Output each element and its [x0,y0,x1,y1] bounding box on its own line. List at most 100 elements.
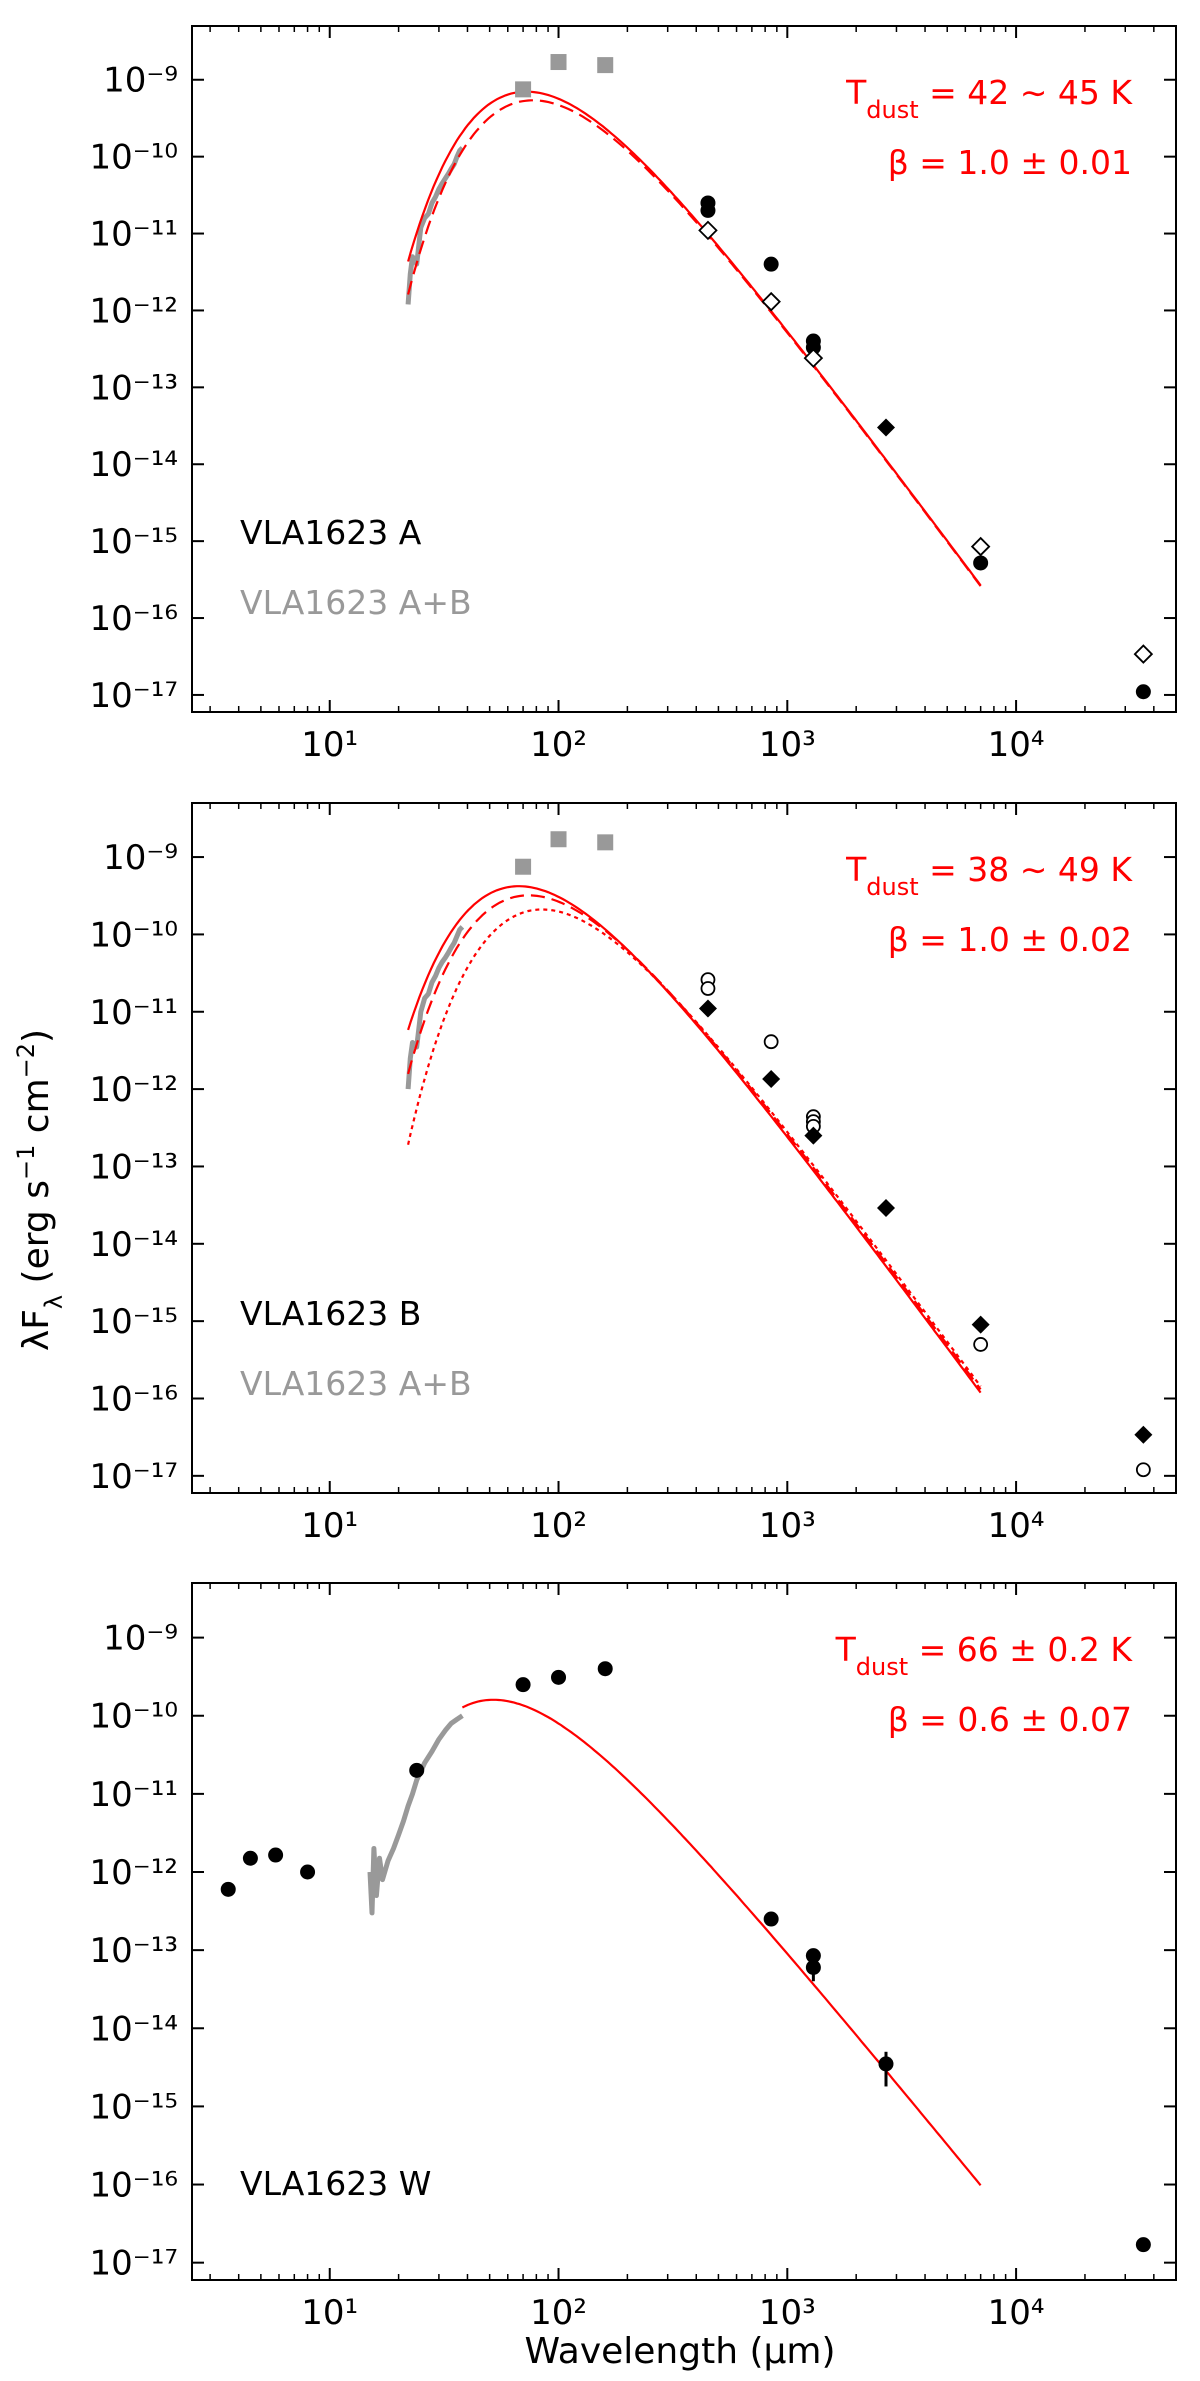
open-circle-marker [1135,1462,1151,1478]
y-tick-label: 10⁻⁹ [103,838,178,878]
x-tick-label: 10⁴ [988,2293,1045,2333]
x-tick-label: 10² [530,2293,587,2333]
plot-area [405,831,1153,1478]
tdust-annotation: Tdust = 42 ∼ 45 K [845,73,1133,124]
filled-circle-marker [597,1661,613,1677]
axes-frame [191,25,1177,713]
y-tick-label: 10⁻¹⁰ [90,138,178,178]
filled-circle-marker [878,2056,894,2072]
filled-diamond-marker [876,1199,895,1218]
x-tick-label: 10³ [759,1506,816,1546]
source-label: VLA1623 B [240,1294,421,1333]
combined-label: VLA1623 A+B [240,583,472,622]
beta-annotation: β = 1.0 ± 0.01 [888,143,1132,182]
y-tick-label: 10⁻¹⁴ [90,445,178,485]
fit-dotted-line [407,908,982,1388]
filled-circle-marker [300,1864,316,1880]
open-diamond-marker [970,536,991,557]
y-tick-label: 10⁻¹³ [90,1147,178,1187]
tdust-annotation: Tdust = 38 ∼ 49 K [845,850,1133,901]
filled-circle-marker [805,339,821,355]
y-tick-label: 10⁻¹¹ [90,1775,178,1815]
x-axis-title: Wavelength (μm) [524,2331,835,2372]
filled-circle-marker [805,1959,821,1975]
x-tick-label: 10¹ [301,1506,358,1546]
filled-diamond-marker [971,1315,990,1334]
x-tick-label: 10¹ [301,725,358,765]
fit-solid-line [461,1698,982,2186]
source-label: VLA1623 W [240,2164,431,2203]
y-tick-label: 10⁻¹² [90,291,178,331]
y-tick-label: 10⁻¹⁶ [90,2166,178,2206]
x-tick-label: 10³ [759,2293,816,2333]
filled-circle-marker [409,1762,425,1778]
gray-spectrum-line [405,146,465,305]
y-tick-label: 10⁻¹⁷ [90,2244,178,2284]
y-tick-label: 10⁻¹⁰ [90,915,178,955]
filled-circle-marker [268,1847,284,1863]
filled-circle-marker [805,1948,821,1964]
y-tick-label: 10⁻¹¹ [90,215,178,255]
axes-frame [191,802,1177,1494]
x-tick-label: 10² [530,725,587,765]
open-circle-marker [973,1337,989,1352]
square-marker [550,54,567,71]
y-tick-label: 10⁻¹⁵ [90,1302,178,1342]
y-tick-label: 10⁻¹⁷ [90,1457,178,1497]
y-tick-label: 10⁻¹⁷ [90,676,178,716]
x-tick-label: 10¹ [301,2293,358,2333]
combined-label: VLA1623 A+B [240,1364,472,1403]
filled-circle-marker [515,1677,531,1693]
y-tick-label: 10⁻⁹ [103,1619,178,1659]
filled-diamond-marker [762,1070,781,1089]
square-marker [597,834,614,851]
square-marker [597,57,614,74]
y-tick-label: 10⁻¹¹ [90,993,178,1033]
panel-vla1623-b: 10¹ 10² 10³ 10⁴ 10⁻⁹ 10⁻¹⁰ 10⁻¹¹ 10⁻¹² 10⁻¹³ 10⁻¹… [90,802,1177,1546]
square-marker [515,81,532,98]
filled-circle-marker [763,1911,779,1927]
filled-circle-marker [1135,684,1151,700]
y-tick-label: 10⁻¹³ [90,1931,178,1971]
square-marker [550,831,567,848]
filled-circle-marker [220,1881,236,1897]
beta-annotation: β = 0.6 ± 0.07 [888,1700,1132,1739]
y-tick-label: 10⁻¹⁵ [90,2087,178,2127]
gray-spectrum-line [367,1713,464,1916]
y-tick-label: 10⁻¹⁵ [90,522,178,562]
x-tick-label: 10² [530,1506,587,1546]
fit-dashed-line [407,99,982,587]
panel-vla1623-w: 10¹ 10² 10³ 10⁴ 10⁻⁹ 10⁻¹⁰ 10⁻¹¹ 10⁻¹² 10⁻¹³ 10⁻¹… [90,1582,1177,2333]
y-tick-label: 10⁻¹⁶ [90,599,178,639]
open-circle-marker [700,981,716,996]
filled-circle-marker [700,202,716,218]
x-tick-label: 10⁴ [988,725,1045,765]
filled-circle-marker [242,1850,258,1866]
filled-circle-marker [973,555,989,571]
y-tick-label: 10⁻¹⁰ [90,1697,178,1737]
panel-vla1623-a: 10¹ 10² 10³ 10⁴ 10⁻⁹ 10⁻¹⁰ 10⁻¹¹ 10⁻¹² 10⁻¹³ 10⁻¹… [90,25,1177,765]
filled-diamond-marker [876,418,895,437]
open-circle-marker [763,1034,779,1050]
filled-circle-marker [1135,2237,1151,2253]
fit-solid-line [407,885,982,1394]
plot-area [220,1661,1151,2253]
y-tick-label: 10⁻⁹ [103,61,178,101]
filled-circle-marker [551,1669,567,1685]
y-tick-label: 10⁻¹⁴ [90,2009,178,2049]
x-tick-label: 10³ [759,725,816,765]
y-tick-label: 10⁻¹² [90,1070,178,1110]
source-label: VLA1623 A [240,513,422,552]
open-diamond-marker [803,348,824,368]
y-tick-label: 10⁻¹³ [90,368,178,408]
tdust-annotation: Tdust = 66 ± 0.2 K [835,1630,1134,1681]
filled-diamond-marker [1134,1425,1153,1444]
filled-diamond-marker [804,1126,823,1145]
axes-frame [191,1582,1177,2281]
x-tick-label: 10⁴ [988,1506,1045,1546]
y-tick-label: 10⁻¹⁴ [90,1225,178,1265]
filled-circle-marker [763,256,779,272]
square-marker [515,858,532,875]
open-diamond-marker [1133,644,1154,664]
